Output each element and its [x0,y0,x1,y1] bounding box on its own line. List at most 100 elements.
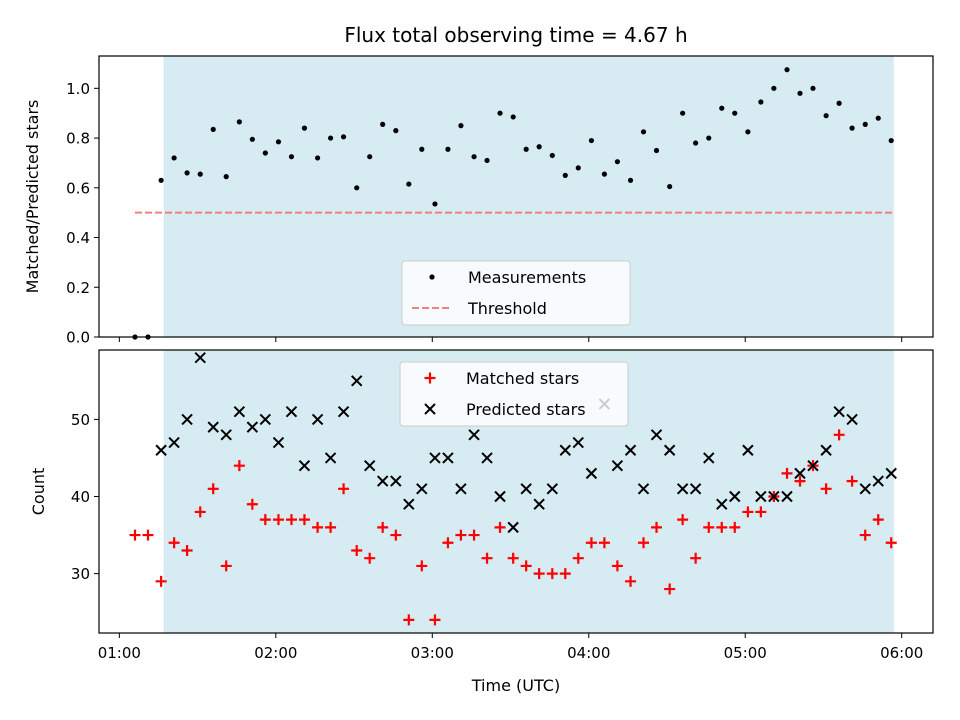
predicted-star-point [494,490,506,503]
matched-star-point [377,521,389,533]
predicted-star-point [585,467,598,480]
matched-star-point [859,529,871,541]
matched-star-point [559,568,571,580]
predicted-star-point [546,483,559,495]
matched-star-point [651,521,663,533]
measurement-point [458,123,464,129]
ratio-panel: 0.0 0.2 0.4 0.6 0.8 1.0 Matched/Predicted star… [23,55,934,347]
matched-star-point [220,560,232,572]
predicted-star-point [324,452,337,464]
measurement-point [784,67,790,73]
measurement-point [732,110,738,116]
measurement-point [184,170,190,176]
measurement-point [771,85,777,91]
matched-star-point [546,568,558,580]
legend-label: Threshold [467,299,547,318]
matched-star-point [729,521,741,533]
predicted-star-point [794,467,806,480]
matched-star-point [312,521,324,533]
y-tick-label: 50 [71,411,90,429]
y-tick-label: 0.0 [66,329,90,347]
measurement-point [849,125,855,131]
measurement-point [236,119,242,125]
predicted-star-point [768,490,780,503]
measurement-point [614,159,620,165]
matched-star-point [781,467,793,479]
measurement-point [706,135,712,141]
matched-star-point [155,575,167,587]
matched-star-point [455,529,467,541]
measurement-point [301,125,308,131]
matched-star-point [520,560,532,572]
matched-star-point [246,498,258,510]
matched-star-point [364,552,376,564]
measurement-point [210,126,216,132]
predicted-star-point [298,459,311,472]
predicted-star-point [846,413,858,426]
predicted-star-point [233,405,246,418]
predicted-star-point [637,483,650,495]
matched-star-point [872,514,884,526]
predicted-star-point [689,483,702,495]
predicted-star-point [703,452,715,464]
predicted-star-point [259,413,272,426]
x-tick-label: 01:00 [98,644,141,662]
measurement-point [445,146,451,152]
predicted-star-point [416,483,428,495]
y-tick-label: 0.2 [66,279,90,297]
predicted-star-point [572,436,584,449]
predicted-star-point [807,459,819,472]
measurement-point [432,201,438,207]
matched-star-point [272,514,284,526]
predicted-star-point [220,429,232,441]
legend-label: Measurements [468,268,586,287]
measurement-point [640,129,647,135]
predicted-star-point [872,475,884,487]
measurement-point [693,140,699,146]
measurement-point [288,154,295,160]
y-tick-label: 30 [71,565,90,583]
matched-star-point [794,475,806,487]
measurement-point [536,144,542,150]
x-tick-label: 06:00 [880,644,923,662]
predicted-star-point [716,498,728,510]
measurement-point [249,136,255,142]
matched-star-point [677,514,689,526]
measurement-point [758,99,764,105]
measurement-point [875,115,881,121]
legend-predicted-swatch [424,403,436,415]
measurement-point [380,121,386,127]
matched-star-point [298,514,310,526]
matched-star-point [259,514,271,526]
predicted-star-point [337,405,350,418]
predicted-star-point [455,483,467,495]
matched-star-point [690,552,702,564]
y-axis-label: Count [29,468,48,516]
matched-star-point [142,529,154,541]
matched-star-point [325,521,337,533]
legend: Matched stars Predicted stars [399,361,629,427]
axes-frame [98,349,934,634]
matched-star-point [429,614,441,626]
measurement-point [745,129,751,135]
predicted-star-point [194,352,206,364]
matched-star-point [585,537,597,549]
y-axis-label: Matched/Predicted stars [23,100,42,294]
predicted-star-point [755,490,767,503]
measurement-point [158,177,164,183]
measurement-point [888,137,894,144]
matched-star-point [611,560,623,572]
measurement-point [327,135,334,141]
y-tick-label: 1.0 [66,80,90,98]
predicted-star-point [285,405,298,418]
predicted-star-point [507,521,519,534]
measurement-point [562,172,568,178]
measurement-point [588,137,595,144]
measurement-point [601,171,608,177]
measurement-point [719,105,725,111]
predicted-star-point [468,429,480,441]
matched-star-point [129,529,141,541]
matched-star-point [716,521,728,533]
matched-star-point [703,521,715,533]
measurement-point [497,110,503,116]
